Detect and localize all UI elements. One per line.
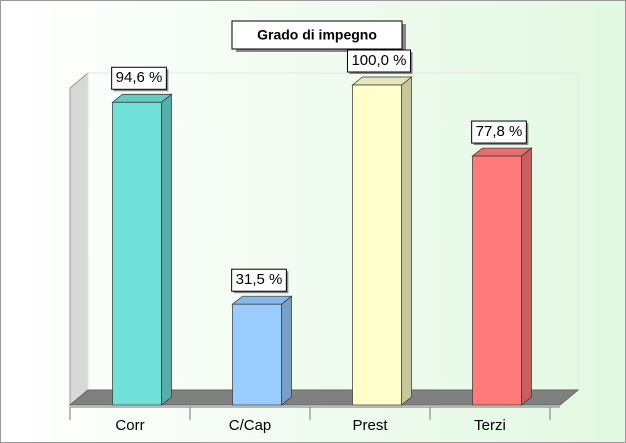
bar-top: [111, 93, 173, 103]
left-wall: [69, 71, 89, 407]
bar-front: [352, 84, 402, 406]
bar-front: [112, 101, 162, 406]
bar-top: [471, 147, 533, 157]
value-label: 100,0 %: [351, 52, 406, 69]
bar-top: [231, 295, 293, 305]
bar-front: [472, 155, 522, 406]
x-tick-label: C/Cap: [229, 417, 272, 434]
value-label-box: [471, 120, 527, 144]
title-box: [231, 20, 403, 50]
bar: [351, 76, 413, 406]
bar-side: [401, 76, 412, 406]
value-label: 77,8 %: [476, 123, 523, 140]
value-label-box: [346, 49, 412, 73]
value-label: 94,6 %: [116, 69, 163, 86]
bar: [471, 147, 533, 406]
bar-side: [161, 93, 172, 406]
x-tick-label: Prest: [352, 417, 388, 434]
bar-side: [521, 147, 532, 406]
value-label-box: [231, 268, 287, 292]
x-tick-label: Corr: [115, 417, 144, 434]
bar-top: [351, 76, 413, 86]
chart-title: Grado di impegno: [257, 27, 377, 43]
bar: [231, 295, 293, 406]
value-label-box: [111, 66, 167, 90]
value-label: 31,5 %: [236, 271, 283, 288]
x-tick-label: Terzi: [474, 417, 506, 434]
bar-side: [281, 295, 292, 406]
bar: [111, 93, 173, 406]
bar-front: [232, 303, 282, 406]
